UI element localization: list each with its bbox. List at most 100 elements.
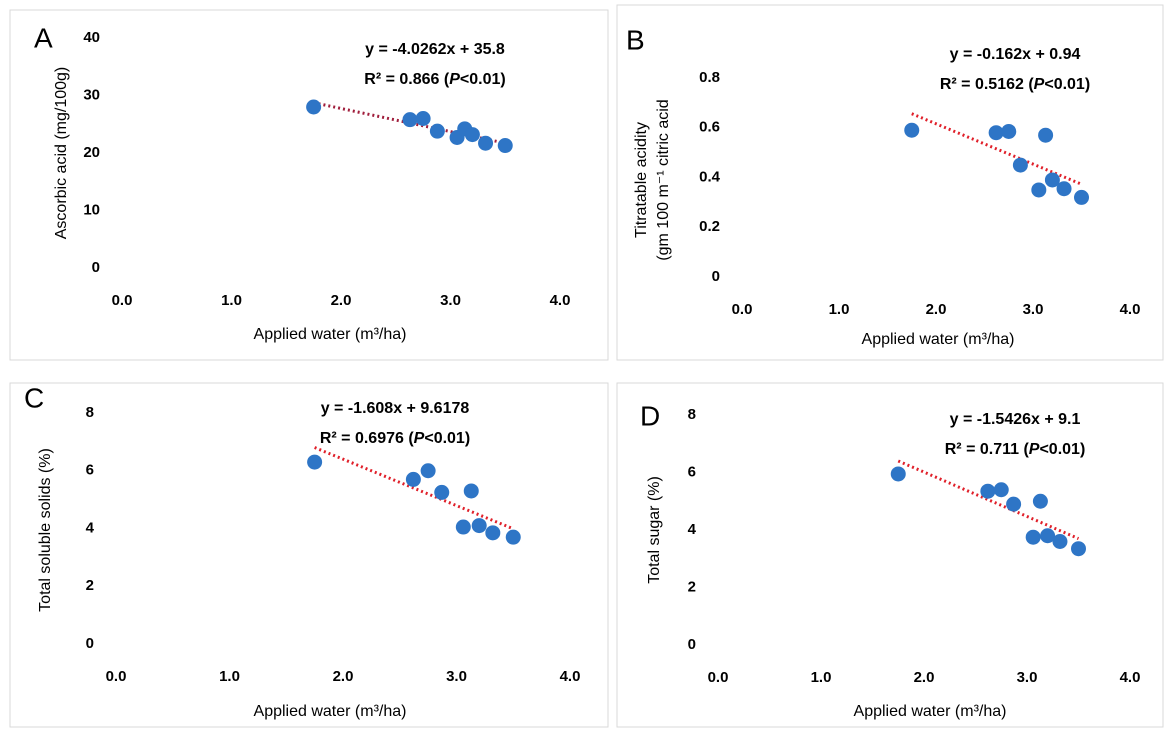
- y-tick-label: 8: [688, 406, 696, 423]
- panel-frame: [9, 9, 609, 361]
- data-point: [1001, 123, 1017, 139]
- x-tick-label: 3.0: [1017, 669, 1038, 686]
- y-axis-label: Total soluble solids (%): [37, 448, 54, 612]
- trendline: [314, 446, 514, 531]
- r-squared-text: <0.01): [424, 430, 470, 447]
- data-point: [1052, 534, 1068, 549]
- data-point: [1044, 172, 1060, 188]
- data-point: [429, 123, 445, 139]
- r-squared-text: <0.01): [460, 71, 506, 88]
- data-point: [434, 484, 450, 500]
- panel-frame: [9, 382, 609, 728]
- r-squared-p: P: [449, 71, 460, 88]
- y-tick-label: 40: [83, 29, 100, 46]
- r-squared-text: R² = 0.5162 (: [940, 76, 1035, 93]
- r-squared-p: P: [414, 430, 425, 447]
- x-axis-label: Applied water (m³/ha): [254, 703, 407, 720]
- panel-label: C: [24, 382, 44, 413]
- y-axis-label: (gm 100 m⁻¹ citric acid: [655, 99, 672, 260]
- data-point: [471, 518, 487, 534]
- y-tick-label: 0: [712, 268, 720, 285]
- x-tick-label: 1.0: [219, 668, 240, 685]
- x-tick-label: 3.0: [440, 292, 461, 309]
- panel-label: B: [626, 24, 645, 55]
- y-tick-label: 10: [83, 201, 100, 218]
- panel-frame: [616, 382, 1164, 728]
- y-axis-label: Ascorbic acid (mg/100g): [53, 67, 70, 240]
- data-point: [415, 111, 431, 126]
- y-tick-label: 30: [83, 86, 100, 103]
- data-point: [463, 483, 479, 499]
- x-tick-label: 4.0: [1120, 669, 1141, 686]
- y-tick-label: 4: [86, 519, 95, 536]
- y-tick-label: 0.4: [699, 168, 721, 185]
- r-squared: R² = 0.5162 (P<0.01): [940, 76, 1090, 93]
- y-tick-label: 0.6: [699, 119, 720, 136]
- x-axis-label: Applied water (m³/ha): [254, 326, 407, 343]
- data-point: [478, 135, 494, 151]
- x-tick-label: 0.0: [732, 301, 753, 318]
- r-squared-text: R² = 0.6976 (: [320, 430, 415, 447]
- r-squared-text: <0.01): [1044, 76, 1090, 93]
- data-point: [420, 463, 436, 479]
- x-axis-label: Applied water (m³/ha): [862, 331, 1015, 348]
- data-point: [405, 471, 421, 487]
- data-point: [1056, 181, 1072, 197]
- data-point: [455, 519, 471, 535]
- x-tick-label: 2.0: [331, 292, 352, 309]
- x-tick-label: 2.0: [914, 669, 935, 686]
- y-tick-label: 2: [688, 578, 696, 595]
- panel-frame: [616, 4, 1164, 361]
- x-axis-label: Applied water (m³/ha): [854, 703, 1007, 720]
- x-tick-label: 1.0: [829, 301, 850, 318]
- y-tick-label: 0.2: [699, 218, 720, 235]
- x-tick-label: 2.0: [926, 301, 947, 318]
- r-squared: R² = 0.866 (P<0.01): [364, 71, 505, 88]
- trendline: [897, 459, 1080, 540]
- data-point: [993, 482, 1009, 498]
- y-tick-label: 0.8: [699, 69, 720, 86]
- data-point: [1038, 127, 1054, 143]
- data-point: [904, 122, 920, 138]
- panel-label: D: [640, 400, 660, 431]
- y-tick-label: 4: [688, 521, 697, 538]
- data-point: [1031, 182, 1047, 198]
- y-tick-label: 20: [83, 144, 100, 161]
- panel-label: A: [34, 22, 53, 53]
- data-point: [485, 525, 501, 541]
- y-tick-label: 0: [92, 259, 100, 276]
- data-point: [1012, 157, 1028, 173]
- y-tick-label: 6: [688, 463, 696, 480]
- r-squared-text: <0.01): [1039, 441, 1085, 458]
- trend-equation: y = -4.0262x + 35.8: [365, 41, 505, 58]
- x-tick-label: 0.0: [708, 669, 729, 686]
- x-tick-label: 0.0: [106, 668, 127, 685]
- y-tick-label: 6: [86, 462, 94, 479]
- y-tick-label: 2: [86, 577, 94, 594]
- data-point: [980, 483, 996, 499]
- data-point: [1025, 529, 1041, 545]
- data-point: [307, 454, 323, 470]
- y-tick-label: 0: [86, 635, 94, 652]
- data-point: [1032, 493, 1048, 509]
- data-point: [1071, 541, 1086, 557]
- trend-equation: y = -1.608x + 9.6178: [321, 400, 470, 417]
- data-point: [306, 99, 322, 115]
- data-point: [402, 112, 418, 128]
- trend-equation: y = -1.5426x + 9.1: [950, 411, 1081, 428]
- r-squared-p: P: [1034, 76, 1045, 93]
- y-tick-label: 0: [688, 636, 696, 653]
- x-tick-label: 4.0: [1120, 301, 1141, 318]
- data-point: [1074, 189, 1089, 205]
- data-point: [1040, 528, 1056, 544]
- x-tick-label: 1.0: [811, 669, 832, 686]
- r-squared-p: P: [1029, 441, 1040, 458]
- r-squared-text: R² = 0.711 (: [945, 441, 1030, 458]
- trendline: [911, 112, 1083, 186]
- data-point: [464, 127, 480, 143]
- r-squared: R² = 0.6976 (P<0.01): [320, 430, 470, 447]
- data-point: [505, 529, 521, 545]
- data-point: [988, 125, 1004, 141]
